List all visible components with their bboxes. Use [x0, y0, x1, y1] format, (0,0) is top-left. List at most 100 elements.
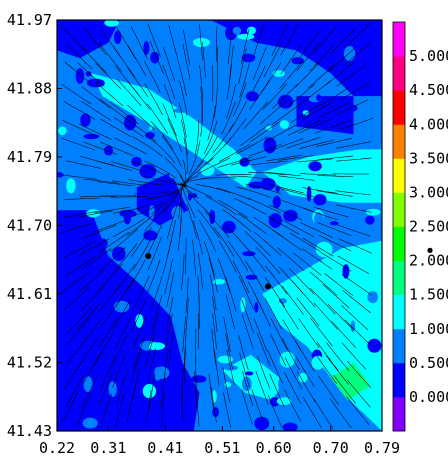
x-axis-ticks: 0.22 0.31 0.41 0.51 0.60 0.70 0.79	[39, 426, 400, 457]
streamline	[217, 199, 249, 219]
streamline	[126, 386, 136, 422]
field-speckle	[124, 114, 137, 131]
field-speckle	[103, 145, 114, 156]
field-speckle	[275, 186, 280, 192]
streamline	[313, 398, 334, 430]
streamline	[147, 23, 161, 58]
streamline	[95, 62, 121, 90]
field-speckle	[162, 20, 176, 28]
streamline	[77, 210, 113, 218]
streamline	[217, 258, 231, 293]
streamline	[271, 23, 288, 57]
streamline	[217, 157, 252, 169]
streamline	[341, 274, 372, 296]
streamline	[100, 118, 132, 138]
streamline	[267, 395, 283, 429]
field-speckle	[311, 355, 325, 370]
streamline	[256, 332, 271, 367]
streamline	[182, 184, 213, 199]
streamline	[341, 305, 369, 331]
colorbar-swatch	[393, 362, 405, 398]
streamline	[237, 212, 268, 235]
streamline	[186, 204, 197, 239]
field-speckle	[343, 46, 356, 62]
streamline	[226, 64, 232, 100]
streamline	[225, 333, 233, 370]
streamline	[240, 123, 270, 146]
streamline	[127, 213, 156, 236]
streamline	[205, 195, 237, 215]
streamline	[333, 374, 356, 404]
streamline	[61, 83, 92, 105]
streamline	[216, 25, 218, 62]
x-tick-label: 0.22	[39, 439, 75, 457]
colorbar-swatch	[393, 328, 405, 364]
streamline	[112, 180, 148, 186]
streamline	[83, 26, 107, 56]
streamline	[284, 357, 303, 390]
streamline	[313, 302, 338, 330]
field-speckle	[365, 208, 381, 216]
streamline	[238, 276, 254, 310]
colorbar-swatch	[393, 124, 405, 159]
streamline	[162, 103, 177, 137]
streamline	[151, 191, 180, 215]
streamline	[99, 141, 134, 157]
streamline	[338, 238, 372, 254]
field-speckle	[148, 342, 166, 350]
streamline	[203, 120, 218, 155]
streamline	[272, 83, 299, 109]
streamline	[151, 294, 163, 330]
streamline	[165, 297, 174, 333]
streamline	[279, 60, 303, 89]
streamline	[83, 224, 117, 239]
streamline	[335, 204, 372, 213]
streamline	[182, 44, 191, 80]
streamline	[317, 175, 354, 177]
streamline	[79, 319, 102, 349]
streamline	[60, 24, 86, 52]
streamline	[241, 299, 255, 334]
streamline	[64, 61, 93, 86]
colorbar-label: 3.000	[409, 183, 448, 201]
streamline	[248, 143, 283, 157]
streamline	[298, 118, 333, 134]
streamline	[181, 368, 183, 405]
streamline	[282, 338, 300, 371]
streamline	[182, 316, 186, 353]
field-speckle	[139, 164, 157, 179]
streamline	[267, 216, 300, 235]
streamline	[317, 190, 353, 197]
streamline	[145, 176, 181, 186]
marker-dot-0	[145, 252, 152, 259]
streamline	[235, 136, 268, 155]
streamline	[226, 349, 235, 386]
streamline	[318, 375, 340, 406]
field-speckle	[279, 351, 295, 368]
streamline	[248, 172, 285, 175]
streamline	[267, 350, 283, 384]
streamline	[344, 319, 371, 346]
streamline	[133, 275, 150, 309]
streamline	[183, 334, 187, 371]
streamline	[81, 376, 98, 409]
field-speckle	[342, 264, 350, 279]
field-speckle	[108, 381, 117, 397]
streamline	[261, 62, 282, 93]
field-speckle	[369, 28, 379, 38]
streamline	[253, 22, 265, 58]
streamline	[147, 237, 162, 271]
streamline	[144, 332, 156, 368]
streamline	[130, 227, 152, 257]
field-speckle	[232, 26, 242, 35]
streamline	[162, 64, 175, 99]
y-tick-label: 41.70	[7, 217, 52, 235]
streamline	[342, 290, 371, 314]
colorbar-label: 0.500	[409, 354, 448, 372]
streamline	[338, 118, 374, 131]
field-speckle	[104, 20, 119, 27]
colorbar-label: 1.000	[409, 320, 448, 338]
colorbar-label: 2.000	[409, 252, 448, 270]
streamline	[199, 219, 217, 253]
streamline	[162, 184, 185, 214]
